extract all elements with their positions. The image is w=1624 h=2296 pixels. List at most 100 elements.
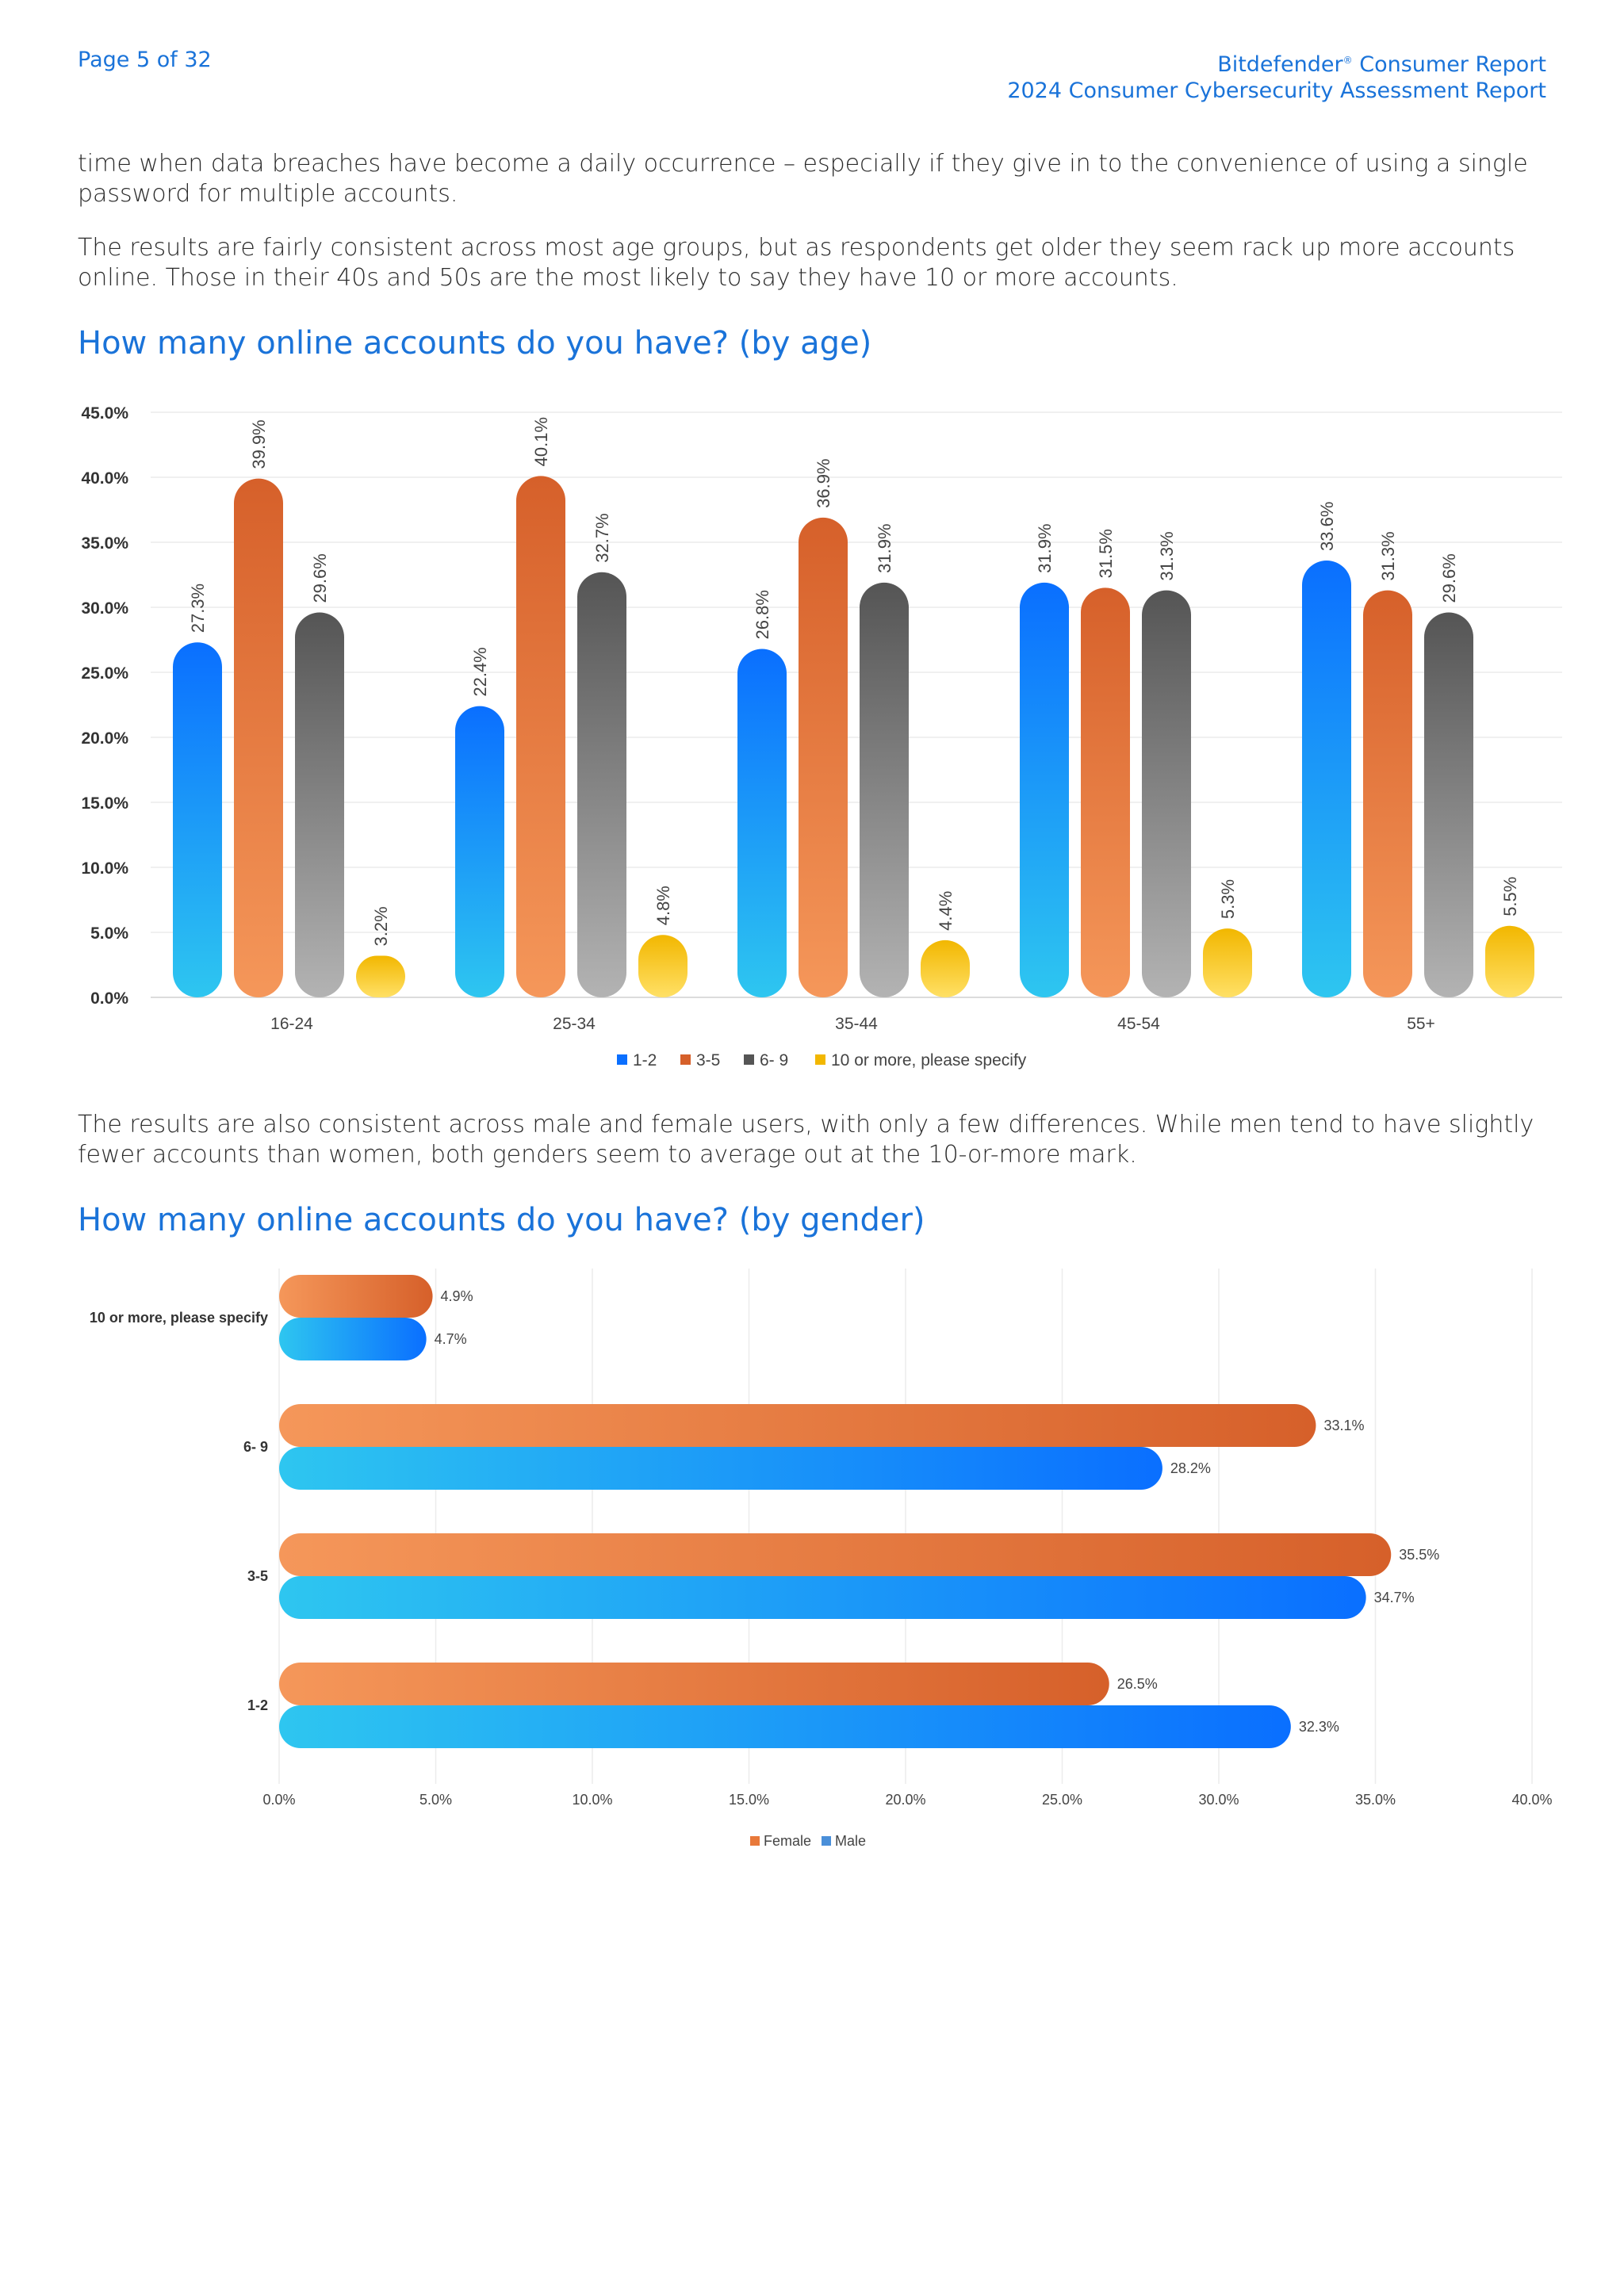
bar	[1302, 560, 1351, 997]
y-tick-label: 10.0%	[81, 859, 128, 878]
bar	[279, 1404, 1316, 1447]
bar	[1424, 612, 1473, 997]
bar	[455, 706, 504, 997]
bar	[279, 1576, 1366, 1619]
bar	[516, 476, 565, 997]
bar	[921, 939, 970, 997]
bar	[638, 935, 688, 997]
data-label: 31.3%	[1157, 531, 1177, 580]
data-label: 32.7%	[592, 513, 612, 562]
data-label: 3.2%	[371, 906, 391, 946]
legend-label: Male	[835, 1833, 866, 1849]
x-tick-label: 15.0%	[729, 1792, 769, 1808]
legend-swatch	[815, 1054, 825, 1065]
data-label: 32.3%	[1299, 1719, 1339, 1735]
x-tick-label: 35.0%	[1355, 1792, 1396, 1808]
data-label: 34.7%	[1374, 1590, 1415, 1605]
x-tick-label: 25-34	[553, 1015, 596, 1033]
heading-by-gender: How many online accounts do you have? (b…	[78, 1202, 925, 1238]
bar	[1203, 928, 1252, 997]
legend-swatch	[822, 1836, 831, 1846]
y-tick-label: 35.0%	[81, 534, 128, 553]
data-label: 26.5%	[1117, 1676, 1158, 1692]
x-tick-label: 45-54	[1117, 1015, 1160, 1033]
paragraph-2: The results are fairly consistent across…	[78, 234, 1515, 292]
bar	[279, 1663, 1109, 1705]
data-label: 4.8%	[653, 886, 673, 925]
data-label: 22.4%	[470, 647, 490, 696]
heading-by-age: How many online accounts do you have? (b…	[78, 325, 872, 362]
bar	[356, 955, 405, 997]
data-label: 27.3%	[188, 584, 208, 633]
data-label: 28.2%	[1170, 1460, 1211, 1476]
y-tick-label: 5.0%	[90, 924, 128, 943]
y-tick-label: 25.0%	[81, 664, 128, 683]
x-tick-label: 10.0%	[572, 1792, 612, 1808]
bar	[279, 1318, 427, 1360]
legend-swatch	[744, 1054, 754, 1065]
x-tick-label: 25.0%	[1042, 1792, 1082, 1808]
data-label: 40.1%	[531, 417, 551, 466]
legend-swatch	[680, 1054, 691, 1065]
data-label: 31.3%	[1378, 531, 1398, 580]
data-label: 29.6%	[1439, 553, 1459, 603]
bar	[1142, 590, 1191, 997]
paragraph-1: time when data breaches have become a da…	[78, 150, 1528, 208]
gender-bar-chart: 0.0% 5.0% 10.0% 15.0% 20.0% 25.0% 30.0% 35.0% 40…	[90, 1269, 1553, 1849]
data-label: 33.6%	[1317, 502, 1337, 551]
page-number: Page 5 of 32	[78, 48, 212, 72]
x-tick-label: 5.0%	[419, 1792, 452, 1808]
legend-label: 10 or more, please specify	[831, 1051, 1027, 1070]
x-tick-label: 40.0%	[1511, 1792, 1552, 1808]
x-tick-label: 16-24	[270, 1015, 313, 1033]
legend-swatch	[750, 1836, 760, 1846]
x-tick-label: 35-44	[835, 1015, 878, 1033]
bar	[737, 649, 787, 997]
legend-label: 1-2	[633, 1051, 657, 1070]
y-tick-label: 3-5	[247, 1568, 268, 1584]
legend-label: 3-5	[696, 1051, 720, 1070]
data-label: 31.5%	[1096, 529, 1116, 578]
report-header: Bitdefender® Consumer Report 2024 Consum…	[1007, 48, 1546, 104]
brand-name: Bitdefender	[1217, 52, 1343, 77]
legend-swatch	[617, 1054, 627, 1065]
y-tick-label: 10 or more, please specify	[90, 1310, 268, 1326]
data-label: 26.8%	[753, 590, 772, 639]
legend-label: Female	[764, 1833, 811, 1849]
bar	[799, 517, 848, 997]
data-label: 5.3%	[1218, 879, 1238, 919]
bar	[1363, 590, 1412, 997]
brand-mark: ®	[1342, 55, 1353, 66]
x-tick-label: 55+	[1407, 1015, 1435, 1033]
bar	[234, 478, 283, 997]
y-tick-label: 45.0%	[81, 404, 128, 423]
y-tick-label: 20.0%	[81, 729, 128, 748]
bar	[1081, 587, 1130, 997]
data-label: 31.9%	[1035, 523, 1055, 572]
x-tick-label: 20.0%	[885, 1792, 925, 1808]
bar	[1485, 925, 1534, 997]
data-label: 4.7%	[435, 1331, 467, 1347]
bar	[279, 1705, 1291, 1748]
report-title-line1: Bitdefender® Consumer Report	[1007, 48, 1546, 78]
bar	[279, 1275, 433, 1318]
data-label: 33.1%	[1323, 1418, 1364, 1433]
data-label: 4.9%	[441, 1288, 473, 1304]
y-tick-label: 15.0%	[81, 794, 128, 813]
report-title-suffix: Consumer Report	[1352, 52, 1546, 77]
bar	[295, 612, 344, 997]
y-tick-label: 0.0%	[90, 989, 128, 1008]
bar	[860, 582, 909, 997]
y-tick-label: 40.0%	[81, 469, 128, 488]
report-title-line2: 2024 Consumer Cybersecurity Assessment R…	[1007, 78, 1546, 103]
data-label: 29.6%	[310, 553, 330, 603]
data-label: 5.5%	[1500, 877, 1520, 916]
age-bar-chart: 0.0% 5.0% 10.0% 15.0% 20.0% 25.0% 30.0% 35.0% 40…	[81, 404, 1562, 1070]
y-tick-label: 30.0%	[81, 599, 128, 618]
bar	[173, 642, 222, 997]
bar	[1020, 582, 1069, 997]
y-tick-label: 6- 9	[243, 1439, 268, 1455]
x-tick-label: 0.0%	[262, 1792, 295, 1808]
data-label: 39.9%	[249, 419, 269, 469]
paragraph-3: The results are also consistent across m…	[78, 1111, 1534, 1169]
